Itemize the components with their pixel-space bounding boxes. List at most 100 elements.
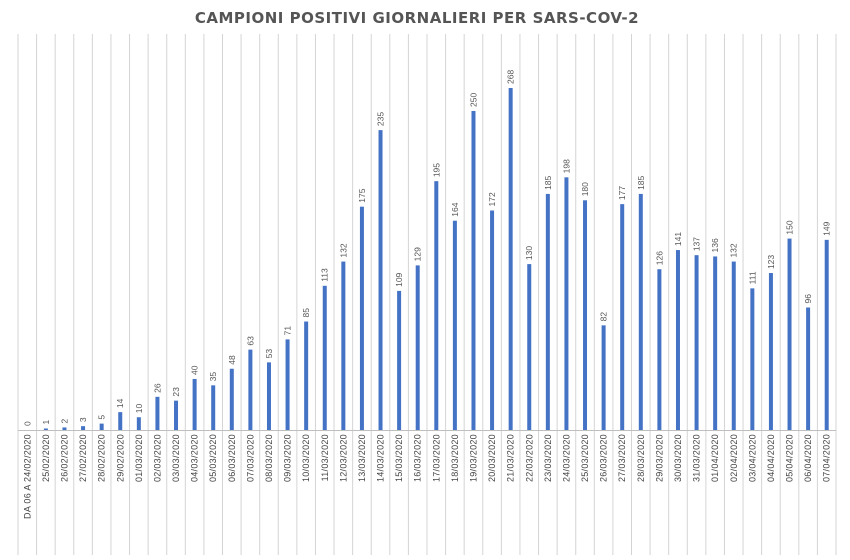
x-tick-label: 12/03/2020 (338, 434, 348, 482)
x-tick-label: 29/03/2020 (654, 434, 664, 482)
data-label: 35 (208, 372, 218, 382)
bar (211, 385, 216, 430)
x-tick-label: 17/03/2020 (431, 434, 441, 482)
data-label: 126 (654, 251, 664, 265)
bars (43, 88, 829, 430)
data-label: 150 (785, 220, 795, 234)
x-tick-label: 06/03/2020 (227, 434, 237, 482)
data-label: 132 (729, 243, 739, 257)
x-tick-label: 05/03/2020 (208, 434, 218, 482)
data-label: 71 (283, 326, 293, 336)
data-label: 132 (338, 243, 348, 257)
x-tick-label: 14/03/2020 (376, 434, 386, 482)
bar (731, 261, 736, 430)
data-label: 164 (450, 202, 460, 216)
data-label: 1 (41, 420, 51, 425)
bar (304, 321, 309, 430)
data-label: 5 (97, 415, 107, 420)
bar (471, 110, 476, 430)
x-tick-label: 29/02/2020 (115, 434, 125, 482)
x-tick-label: 23/03/2020 (543, 434, 553, 482)
bar (508, 88, 513, 430)
data-label: 63 (245, 336, 255, 346)
data-label: 10 (134, 404, 144, 414)
x-tick-label: 03/03/2020 (171, 434, 181, 482)
x-tick-label: DA 06 A 24/02/2020 (22, 434, 32, 519)
data-label: 85 (301, 308, 311, 318)
data-label: 149 (822, 221, 832, 235)
bar (248, 349, 253, 430)
x-tick-label: 10/03/2020 (301, 434, 311, 482)
x-tick-label: 07/04/2020 (822, 434, 832, 482)
x-tick-label: 30/03/2020 (673, 434, 683, 482)
bar (266, 362, 271, 430)
bar (174, 400, 179, 430)
x-tick-label: 22/03/2020 (524, 434, 534, 482)
data-label: 195 (431, 163, 441, 177)
data-label: 137 (692, 237, 702, 251)
bar (62, 427, 67, 430)
bar (99, 423, 104, 430)
bar (378, 130, 383, 430)
data-label: 130 (524, 246, 534, 260)
x-tick-label: 26/03/2020 (599, 434, 609, 482)
bar (341, 261, 346, 430)
bar (583, 200, 588, 430)
x-tick-label: 18/03/2020 (450, 434, 460, 482)
bar (452, 220, 457, 430)
bar (601, 325, 606, 430)
bar (322, 285, 327, 430)
bar (490, 210, 495, 430)
data-label: 235 (376, 112, 386, 126)
data-label: 14 (115, 398, 125, 408)
x-tick-label: 06/04/2020 (803, 434, 813, 482)
data-label: 3 (78, 417, 88, 422)
data-label: 26 (152, 383, 162, 393)
x-tick-label: 28/03/2020 (636, 434, 646, 482)
bar (81, 426, 86, 430)
bar (43, 428, 48, 430)
bar (787, 238, 792, 430)
x-tick-label: 09/03/2020 (283, 434, 293, 482)
data-label: 185 (636, 175, 646, 189)
chart-title: CAMPIONI POSITIVI GIORNALIERI PER SARS-C… (195, 9, 639, 27)
bar (768, 273, 773, 430)
x-tick-label: 02/04/2020 (729, 434, 739, 482)
data-label: 23 (171, 387, 181, 397)
bar (415, 265, 420, 430)
x-tick-label: 02/03/2020 (152, 434, 162, 482)
data-label: 0 (22, 421, 32, 426)
bar (694, 255, 699, 430)
bar (434, 181, 439, 430)
data-label: 175 (357, 188, 367, 202)
bar (155, 396, 160, 430)
x-tick-label: 27/02/2020 (78, 434, 88, 482)
data-label: 111 (747, 271, 757, 284)
bar (192, 378, 197, 430)
bar (675, 250, 680, 430)
x-tick-label: 20/03/2020 (487, 434, 497, 482)
data-label: 96 (803, 294, 813, 304)
bar (750, 288, 755, 430)
bar (118, 412, 123, 430)
bar (620, 204, 625, 430)
bar (359, 206, 364, 430)
x-tick-label: 07/03/2020 (245, 434, 255, 482)
x-tick-label: 16/03/2020 (413, 434, 423, 482)
bar (806, 307, 811, 430)
data-label: 172 (487, 192, 497, 206)
bar (229, 368, 234, 430)
grid (17, 34, 837, 555)
x-tick-label: 05/04/2020 (785, 434, 795, 482)
bar (657, 269, 662, 430)
data-label: 185 (543, 175, 553, 189)
data-label: 53 (264, 349, 274, 359)
bar (136, 417, 141, 430)
data-label: 180 (580, 182, 590, 196)
x-tick-label: 08/03/2020 (264, 434, 274, 482)
bar (713, 256, 718, 430)
bar (824, 239, 829, 430)
